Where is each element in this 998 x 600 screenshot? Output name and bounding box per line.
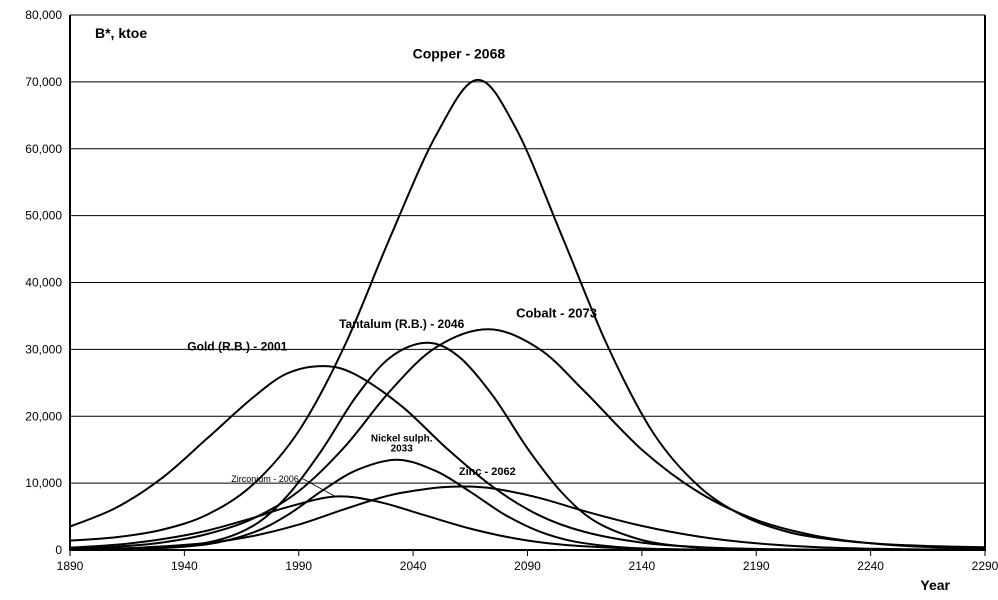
y-axis-label: B*, ktoe xyxy=(95,25,147,41)
series-label-tantalum: Tantalum (R.B.) - 2046 xyxy=(339,317,464,331)
x-tick-label: 2190 xyxy=(743,559,770,573)
x-tick-label: 2140 xyxy=(629,559,656,573)
chart-container: 0 10,000 20,000 30,000 40,000 50,000 60,000 70,… xyxy=(0,0,998,600)
x-tick-label: 1890 xyxy=(57,559,84,573)
x-tick-label: 2240 xyxy=(857,559,884,573)
y-tick-label: 60,000 xyxy=(25,142,62,156)
y-tick-label: 0 xyxy=(55,543,62,557)
x-tick-label: 2290 xyxy=(972,559,998,573)
y-tick-label: 20,000 xyxy=(25,409,62,423)
y-tick-label: 80,000 xyxy=(25,8,62,22)
y-tick-label: 40,000 xyxy=(25,276,62,290)
y-tick-label: 10,000 xyxy=(25,476,62,490)
series-label2-nickel-sulph-: 2033 xyxy=(391,444,414,455)
series-label-zinc: Zinc - 2062 xyxy=(459,466,516,478)
x-tick-label: 2090 xyxy=(514,559,541,573)
series-label-cobalt: Cobalt - 2073 xyxy=(516,305,597,320)
chart-svg: 0 10,000 20,000 30,000 40,000 50,000 60,000 70,… xyxy=(0,0,998,600)
x-tick-label: 1940 xyxy=(171,559,198,573)
series-label-gold: Gold (R.B.) - 2001 xyxy=(187,340,287,354)
y-tick-label: 30,000 xyxy=(25,342,62,356)
y-tick-label: 70,000 xyxy=(25,75,62,89)
x-tick-label: 1990 xyxy=(285,559,312,573)
x-tick-label: 2040 xyxy=(400,559,427,573)
y-tick-label: 50,000 xyxy=(25,209,62,223)
x-axis-label: Year xyxy=(920,577,950,593)
series-label-zirconium: Zirconium - 2006 xyxy=(231,474,299,484)
series-label-copper: Copper - 2068 xyxy=(413,45,506,61)
